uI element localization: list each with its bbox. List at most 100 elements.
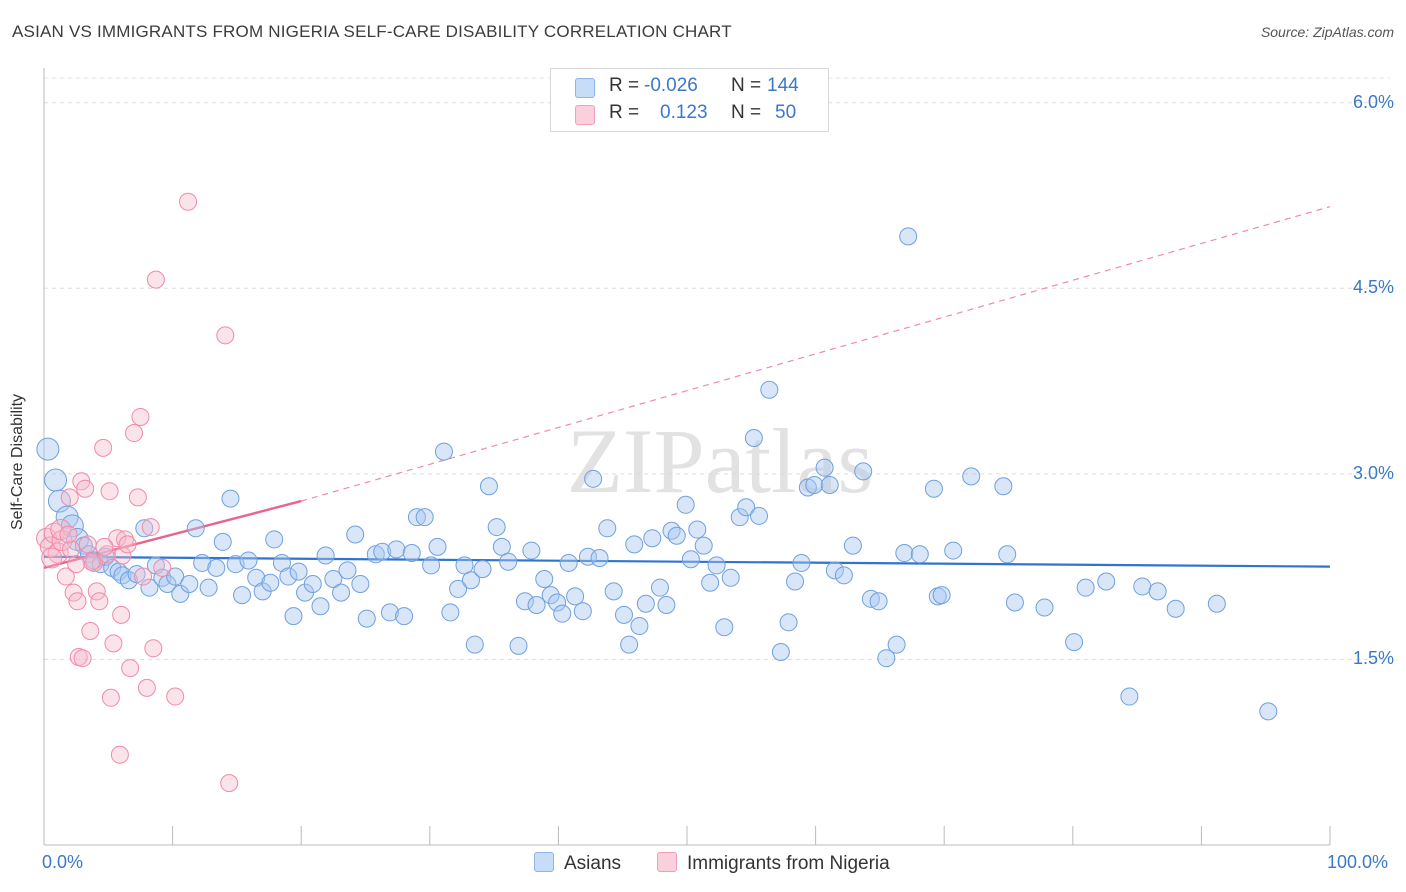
nigeria-point — [101, 688, 120, 707]
asians-point — [854, 462, 873, 481]
asians-point — [415, 508, 434, 527]
asians-point — [527, 596, 546, 615]
asians-point — [1120, 687, 1139, 706]
legend-row-asians: R = -0.026 N = 144 — [551, 75, 828, 99]
asians-point — [944, 541, 963, 560]
nigeria-point — [56, 567, 75, 586]
nigeria-point — [121, 659, 140, 678]
asians-point — [1166, 599, 1185, 618]
asians-point — [1076, 578, 1095, 597]
asians-point — [1005, 593, 1024, 612]
asians-point — [598, 519, 617, 538]
asians-point — [239, 551, 258, 570]
asians-point — [737, 498, 756, 517]
asians-point — [221, 489, 240, 508]
asians-point — [744, 428, 763, 447]
asians-point — [44, 468, 68, 492]
bottom-legend-nigeria: Immigrants from Nigeria — [657, 852, 890, 875]
asians-point — [166, 567, 185, 586]
asians-point — [395, 607, 414, 626]
trend-line-asians — [43, 555, 1331, 568]
nigeria-point — [216, 326, 235, 345]
asians-point — [877, 649, 896, 668]
asians-point — [614, 605, 633, 624]
nigeria-point — [108, 529, 127, 548]
bottom-legend-asians: Asians — [534, 852, 621, 875]
asians-point — [407, 508, 426, 527]
asians-point — [233, 586, 252, 605]
asians-point — [428, 537, 447, 556]
asians-point — [207, 558, 226, 577]
asians-point — [499, 552, 518, 571]
watermark: ZIPatlas — [567, 410, 874, 512]
nigeria-point — [116, 530, 135, 549]
asians-point — [487, 518, 506, 537]
asians-point — [721, 568, 740, 587]
asians-point — [630, 617, 649, 636]
nigeria-point — [137, 678, 156, 697]
nigeria-point — [78, 535, 97, 554]
asians-point — [825, 561, 844, 580]
nigeria-point — [90, 592, 109, 611]
asians-point — [1097, 572, 1116, 591]
asians-point — [559, 553, 578, 572]
asians-point — [316, 546, 335, 565]
asians-point — [261, 573, 280, 592]
asians-point — [667, 526, 686, 545]
asians-point — [650, 578, 669, 597]
asians-point — [140, 578, 159, 597]
asians-point — [434, 442, 453, 461]
nigeria-point — [146, 270, 165, 289]
asians-point — [522, 541, 541, 560]
nigeria-point — [179, 192, 198, 211]
asians-point — [311, 597, 330, 616]
asians-point — [338, 561, 357, 580]
asians-point — [815, 458, 834, 477]
asians-point — [284, 607, 303, 626]
asians-point — [604, 582, 623, 601]
asians-point — [895, 544, 914, 563]
nigeria-point — [43, 522, 65, 544]
nigeria-point — [166, 687, 185, 706]
nigeria-point — [134, 567, 153, 586]
asians-point — [779, 613, 798, 632]
nigeria-point — [67, 555, 86, 574]
asians-point — [461, 571, 480, 590]
asians-point — [373, 542, 392, 561]
nigeria-point — [73, 649, 92, 668]
asians-point — [199, 578, 218, 597]
asians-point — [962, 467, 981, 486]
axes — [43, 68, 1331, 846]
asians-point — [351, 574, 370, 593]
asians-point — [441, 603, 460, 622]
asians-point — [332, 583, 351, 602]
nigeria-point — [118, 535, 137, 554]
asians-point — [834, 566, 853, 585]
nigeria-point — [95, 537, 114, 556]
asians-point — [899, 227, 918, 246]
nigeria-point — [41, 547, 63, 569]
asians-point — [509, 636, 528, 655]
nigeria-point — [60, 488, 79, 507]
nigeria-point — [82, 552, 101, 571]
y-axis-label: Self-Care Disability — [9, 393, 26, 531]
nigeria-swatch — [657, 852, 677, 872]
asians-point — [548, 593, 567, 612]
asians-point — [36, 437, 60, 461]
asians-point — [324, 570, 343, 589]
nigeria-point — [128, 488, 147, 507]
asians-point — [688, 520, 707, 539]
asians-point — [455, 556, 474, 575]
nigeria-point — [59, 525, 78, 544]
asians-point — [998, 545, 1017, 564]
asians-point — [707, 556, 726, 575]
asians-point — [535, 570, 554, 589]
asians-point — [584, 469, 603, 488]
n-label: N = — [731, 75, 762, 96]
nigeria-point — [81, 621, 100, 640]
asians-point — [750, 506, 769, 525]
nigeria-point — [113, 546, 132, 565]
asians-point — [924, 479, 943, 498]
nigeria-point — [153, 558, 172, 577]
